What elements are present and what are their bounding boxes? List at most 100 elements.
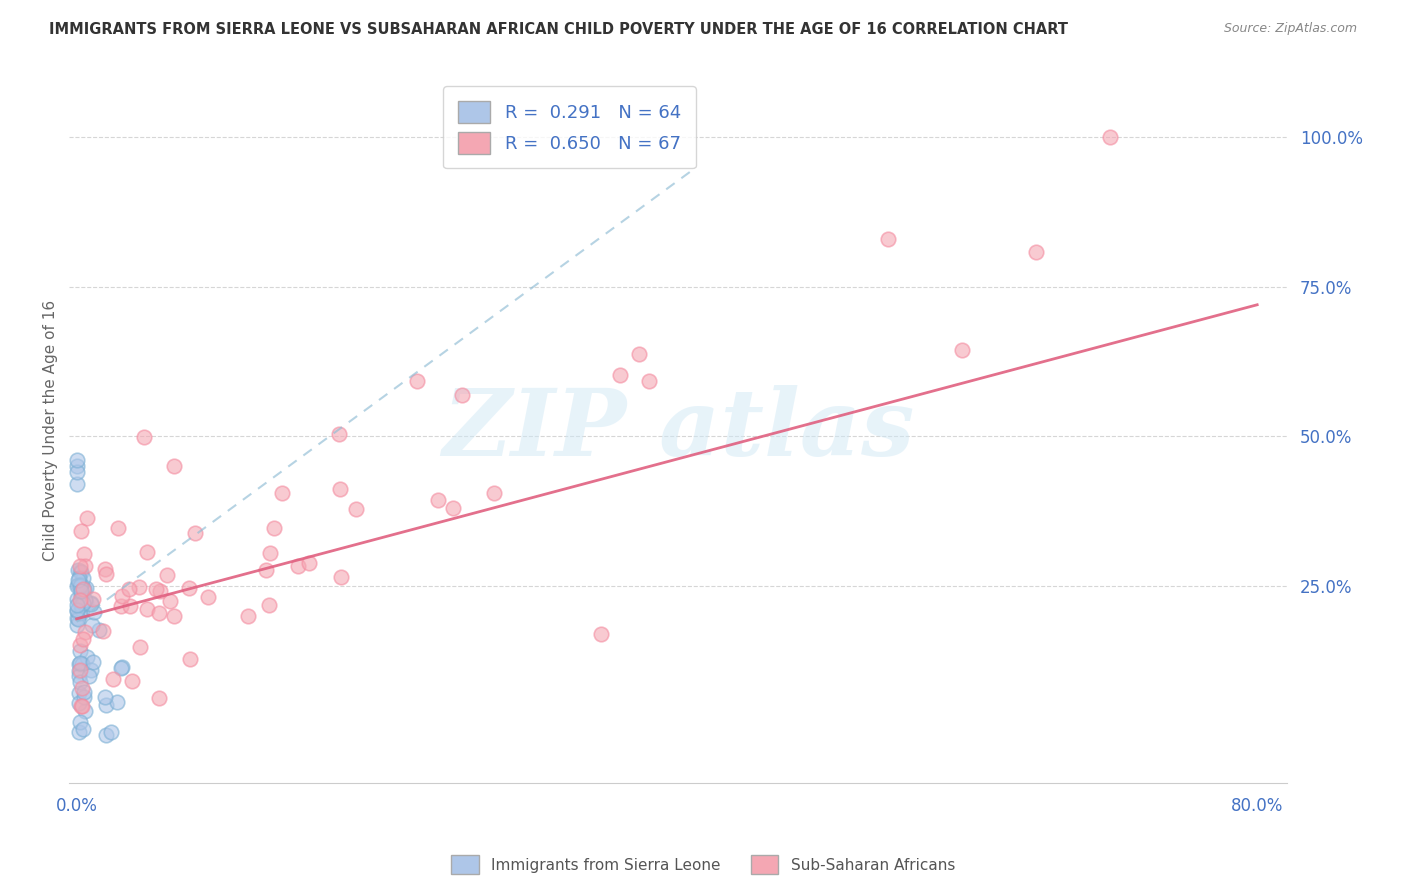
Point: [66, 618, 89, 632]
Point: [149, 584, 172, 599]
Point: [163, 609, 186, 624]
Point: [271, 485, 294, 500]
Legend: R =  0.291   N = 64, R =  0.650   N = 67: R = 0.291 N = 64, R = 0.650 N = 67: [443, 87, 696, 169]
Point: [128, 580, 150, 594]
Point: [70, 578, 93, 592]
Text: IMMIGRANTS FROM SIERRA LEONE VS SUBSAHARAN AFRICAN CHILD POVERTY UNDER THE AGE O: IMMIGRANTS FROM SIERRA LEONE VS SUBSAHAR…: [49, 22, 1069, 37]
Point: [75, 704, 97, 718]
Point: [406, 374, 429, 388]
Point: [297, 556, 319, 570]
Point: [77, 669, 100, 683]
Point: [254, 563, 277, 577]
Point: [72, 632, 94, 646]
Point: [82, 655, 104, 669]
Point: [73, 690, 96, 705]
Point: [69, 638, 91, 652]
Point: [330, 570, 353, 584]
Point: [67, 563, 90, 577]
Point: [73, 547, 96, 561]
Point: [69, 588, 91, 602]
Point: [111, 660, 134, 674]
Point: [76, 649, 98, 664]
Point: [94, 567, 117, 582]
Point: [589, 627, 612, 641]
Point: [94, 690, 117, 704]
Point: [65, 477, 87, 491]
Point: [69, 564, 91, 578]
Y-axis label: Child Poverty Under the Age of 16: Child Poverty Under the Age of 16: [44, 300, 58, 561]
Point: [427, 492, 450, 507]
Point: [73, 625, 96, 640]
Point: [94, 728, 117, 742]
Point: [93, 562, 115, 576]
Point: [65, 465, 87, 479]
Point: [877, 232, 900, 246]
Point: [259, 598, 281, 612]
Legend: Immigrants from Sierra Leone, Sub-Saharan Africans: Immigrants from Sierra Leone, Sub-Sahara…: [444, 849, 962, 880]
Point: [73, 685, 96, 699]
Point: [129, 640, 152, 655]
Text: Source: ZipAtlas.com: Source: ZipAtlas.com: [1223, 22, 1357, 36]
Point: [628, 347, 651, 361]
Point: [73, 558, 96, 573]
Point: [1098, 130, 1121, 145]
Point: [197, 590, 219, 604]
Point: [100, 724, 122, 739]
Point: [263, 521, 285, 535]
Point: [66, 578, 89, 592]
Point: [148, 690, 170, 705]
Point: [94, 698, 117, 713]
Point: [136, 602, 159, 616]
Point: [80, 597, 103, 611]
Point: [73, 592, 96, 607]
Point: [67, 686, 90, 700]
Point: [179, 652, 201, 666]
Point: [441, 500, 464, 515]
Point: [70, 603, 93, 617]
Point: [66, 579, 89, 593]
Point: [69, 579, 91, 593]
Point: [69, 524, 91, 539]
Point: [66, 573, 89, 587]
Point: [118, 582, 141, 596]
Point: [259, 546, 281, 560]
Point: [145, 582, 167, 596]
Point: [69, 595, 91, 609]
Point: [76, 510, 98, 524]
Point: [236, 609, 259, 624]
Point: [70, 698, 93, 713]
Point: [65, 598, 87, 612]
Point: [110, 661, 132, 675]
Point: [148, 606, 170, 620]
Text: ZIP atlas: ZIP atlas: [441, 385, 914, 475]
Point: [80, 596, 103, 610]
Point: [66, 592, 89, 607]
Point: [121, 673, 143, 688]
Point: [73, 582, 96, 596]
Point: [69, 584, 91, 599]
Point: [118, 599, 141, 613]
Point: [328, 427, 350, 442]
Point: [159, 593, 181, 607]
Point: [69, 571, 91, 585]
Point: [69, 715, 91, 730]
Point: [70, 607, 93, 621]
Point: [110, 599, 132, 613]
Point: [75, 596, 97, 610]
Point: [67, 612, 90, 626]
Point: [91, 624, 114, 639]
Point: [65, 453, 87, 467]
Point: [70, 698, 93, 713]
Point: [65, 459, 87, 474]
Point: [69, 656, 91, 670]
Point: [69, 644, 91, 658]
Point: [105, 695, 128, 709]
Point: [111, 590, 134, 604]
Point: [67, 724, 90, 739]
Point: [72, 596, 94, 610]
Point: [67, 669, 90, 683]
Point: [107, 521, 129, 535]
Point: [79, 663, 101, 677]
Point: [67, 657, 90, 671]
Point: [69, 558, 91, 573]
